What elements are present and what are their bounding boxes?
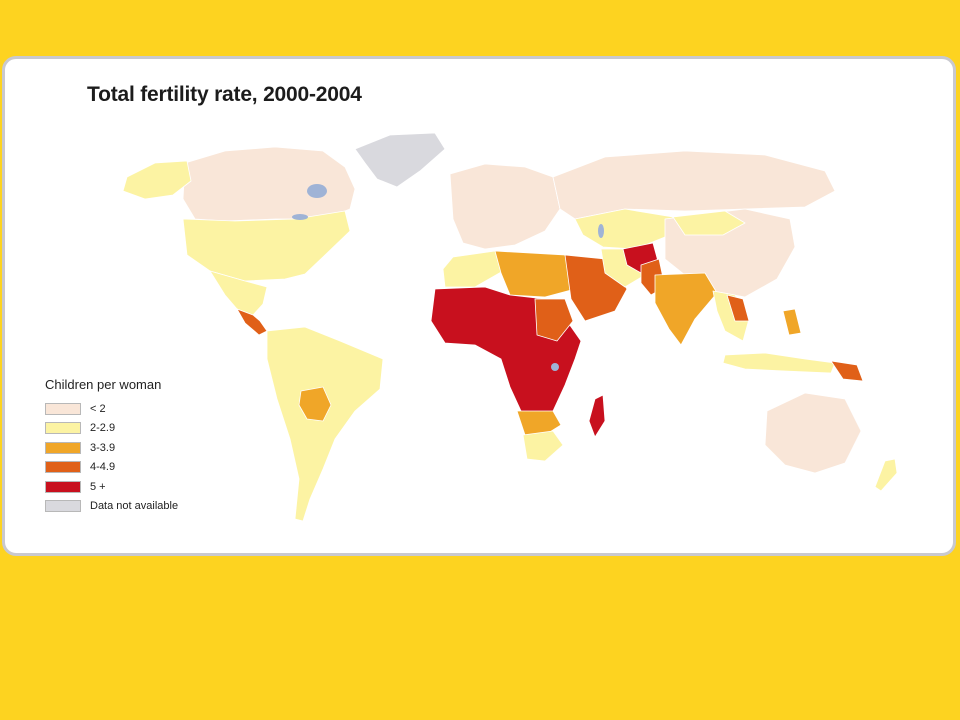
region-europe [449,163,561,250]
legend-item: < 2 [45,399,178,419]
region-north-africa-west [442,250,504,288]
legend-label: < 2 [90,402,106,415]
region-south-america [266,326,384,522]
legend-item: 3-3.9 [45,438,178,458]
legend-swatch [45,500,81,513]
region-canada [182,146,356,222]
region-russia [552,150,836,220]
legend-label: 2-2.9 [90,422,116,435]
region-south-africa [522,430,564,462]
region-indochina [712,290,750,342]
legend-swatch [45,461,81,474]
map-title: Total fertility rate, 2000-2004 [87,83,362,106]
region-north-africa-east [494,250,576,298]
lake-victoria [551,363,559,371]
region-philippines [782,308,802,336]
legend-label: 4-4.9 [90,461,116,474]
legend-item: 5 + [45,477,178,497]
region-papua [830,360,864,382]
legend-item: 2-2.9 [45,419,178,439]
bottom-yellow-band [0,560,960,720]
top-yellow-band [0,0,960,56]
world-map [122,132,898,522]
region-india [654,272,718,346]
region-bolivia [298,386,332,422]
region-southern-africa [516,410,562,436]
region-central-asia [574,208,674,250]
legend-label: 5 + [90,480,106,493]
region-indonesia [722,352,836,374]
legend-swatch [45,480,81,493]
legend-label: Data not available [90,500,179,513]
region-alaska [122,160,192,200]
region-greenland [354,132,446,188]
legend-swatch [45,402,81,415]
region-australia [764,392,862,474]
region-new-zealand [874,458,898,492]
legend-swatch [45,422,81,435]
lake-caspian [598,224,604,238]
lake-hudson [307,184,327,198]
region-laos [726,294,750,322]
lake-great-lakes [292,214,308,220]
legend-item: 4-4.9 [45,458,178,478]
legend-item: Data not available [45,497,178,517]
region-sudan [534,298,574,342]
legend-label: 3-3.9 [90,441,116,454]
region-madagascar [588,394,606,438]
region-mexico [209,270,268,316]
region-mongolia [672,210,746,236]
legend-title: Children per woman [45,377,162,392]
legend: Children per woman < 2 2-2.9 3-3.9 4-4.9… [45,377,178,516]
map-panel: Total fertility rate, 2000-2004 Children… [2,56,956,556]
region-usa [182,210,351,282]
legend-swatch [45,441,81,454]
